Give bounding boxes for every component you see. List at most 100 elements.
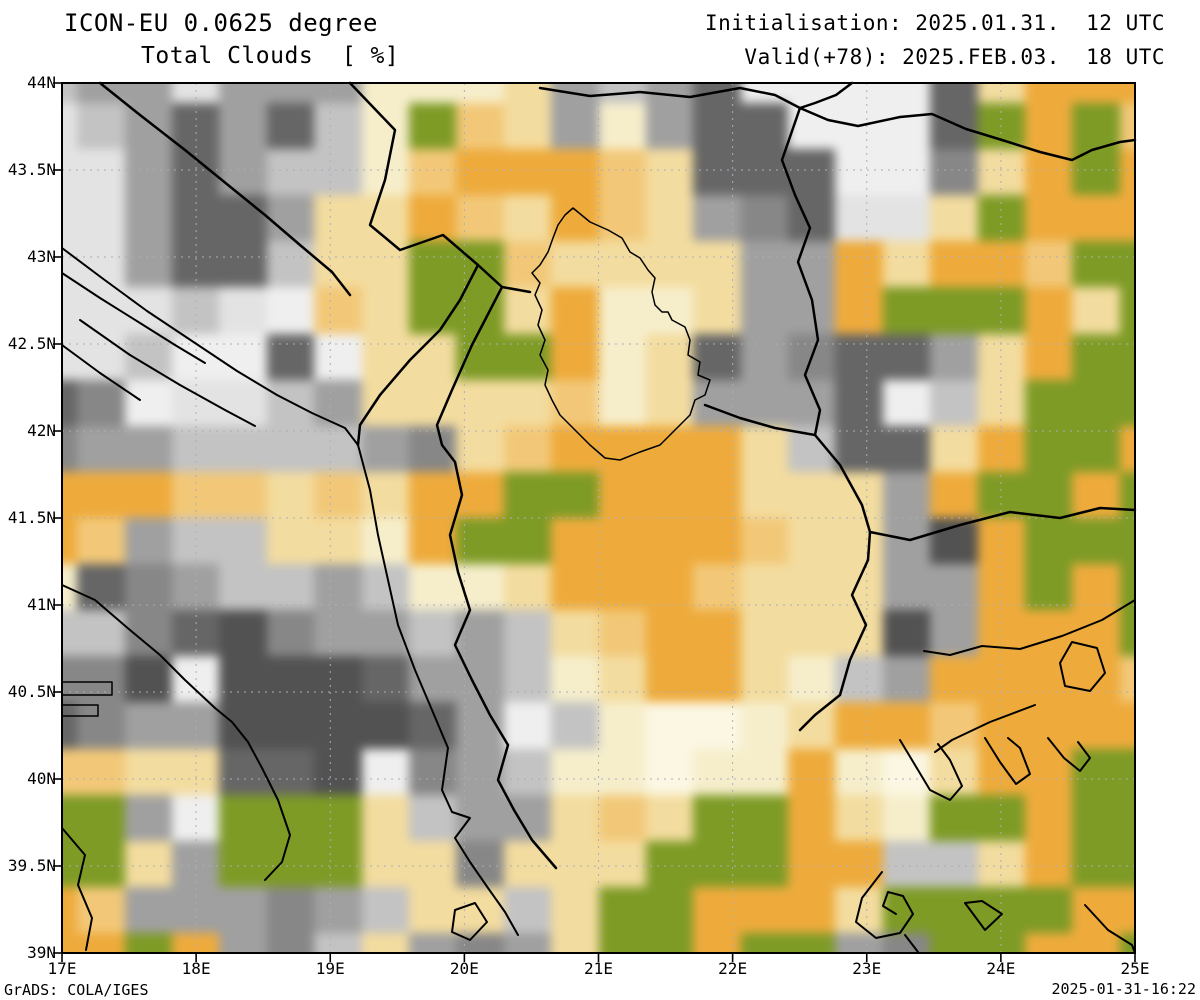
cloud-cell: [62, 748, 78, 795]
cloud-cell: [456, 83, 504, 104]
cloud-cell: [456, 287, 504, 334]
cloud-cell: [124, 932, 172, 953]
cloud-cell: [882, 932, 931, 953]
cloud-cell: [456, 149, 504, 196]
cloud-cell: [77, 425, 125, 472]
cloud-cell: [930, 748, 978, 795]
lon-tick-label: 23E: [852, 959, 882, 978]
cloud-cell: [408, 564, 457, 611]
cloud-cell: [1119, 702, 1135, 749]
cloud-cell: [1119, 610, 1135, 657]
cloud-cell: [930, 149, 978, 196]
cloud-cell: [1025, 471, 1073, 518]
cloud-cell: [930, 656, 978, 703]
cloud-cell: [456, 564, 504, 611]
cloud-cell: [977, 564, 1026, 611]
cloud-cell: [266, 794, 315, 841]
cloud-cell: [62, 702, 78, 749]
cloud-cell: [977, 195, 1026, 242]
cloud-cell: [314, 748, 362, 795]
cloud-cell: [693, 610, 741, 657]
cloud-cell: [77, 241, 125, 288]
cloud-cell: [171, 379, 220, 426]
grads-credit: GrADS: COLA/IGES: [4, 981, 149, 999]
cloud-cell: [835, 103, 883, 150]
cloud-cell: [835, 886, 883, 933]
cloud-cell: [1119, 287, 1135, 334]
cloud-cell: [977, 794, 1026, 841]
lat-tick-label: 41N: [27, 595, 56, 614]
cloud-cell: [219, 518, 267, 565]
cloud-cell: [1072, 379, 1120, 426]
cloud-cell: [62, 840, 78, 887]
cloud-cell: [693, 195, 741, 242]
cloud-cell: [598, 932, 646, 953]
cloud-cell: [408, 287, 457, 334]
cloud-cell: [740, 149, 789, 196]
cloud-cell: [219, 195, 267, 242]
cloud-cell: [1119, 932, 1135, 953]
cloud-cell: [408, 794, 457, 841]
cloud-cell: [456, 103, 504, 150]
cloud-cell: [62, 103, 78, 150]
cloud-cell: [361, 564, 409, 611]
cloud-cell: [930, 564, 978, 611]
cloud-cell: [1025, 287, 1073, 334]
lat-tick-label: 39.5N: [7, 856, 56, 875]
cloud-cell: [171, 932, 220, 953]
cloud-cell: [882, 518, 931, 565]
cloud-cell: [1072, 564, 1120, 611]
cloud-cell: [788, 83, 836, 104]
cloud-cell: [408, 471, 457, 518]
cloud-cell: [835, 794, 883, 841]
cloud-cell: [62, 610, 78, 657]
cloud-cell: [361, 794, 409, 841]
cloud-cell: [551, 886, 599, 933]
cloud-cell: [835, 83, 883, 104]
cloud-cell: [882, 886, 931, 933]
cloud-cell: [835, 610, 883, 657]
cloud-cell: [882, 656, 931, 703]
cloud-cell: [1025, 932, 1073, 953]
cloud-cell: [977, 702, 1026, 749]
cloud-cell: [1072, 702, 1120, 749]
cloud-cell: [171, 748, 220, 795]
cloud-cell: [788, 610, 836, 657]
cloud-cell: [977, 103, 1026, 150]
cloud-cell: [503, 886, 552, 933]
cloud-cell: [882, 195, 931, 242]
cloud-cell: [314, 518, 362, 565]
cloud-cell: [645, 287, 694, 334]
cloud-cell: [1072, 886, 1120, 933]
cloud-cell: [361, 195, 409, 242]
cloud-cell: [930, 333, 978, 380]
cloud-cell: [598, 840, 646, 887]
initialisation-time: Initialisation: 2025.01.31. 12 UTC: [704, 11, 1165, 35]
cloud-cell: [62, 471, 78, 518]
cloud-cell: [835, 702, 883, 749]
cloud-cell: [835, 241, 883, 288]
cloud-cell: [930, 241, 978, 288]
cloud-cell: [361, 241, 409, 288]
cloud-cell: [930, 794, 978, 841]
cloud-cell: [693, 379, 741, 426]
cloud-cell: [124, 840, 172, 887]
cloud-cell: [314, 471, 362, 518]
cloud-cell: [598, 748, 646, 795]
cloud-cell: [171, 241, 220, 288]
cloud-cell: [456, 333, 504, 380]
cloud-cell: [171, 83, 220, 104]
cloud-cell: [124, 83, 172, 104]
cloud-cell: [314, 794, 362, 841]
cloud-cell: [62, 932, 78, 953]
cloud-cell: [408, 241, 457, 288]
lon-tick-label: 20E: [449, 959, 479, 978]
cloud-cell: [1119, 471, 1135, 518]
cloud-cell: [503, 610, 552, 657]
cloud-cell: [1072, 656, 1120, 703]
cloud-cell: [62, 518, 78, 565]
cloud-cell: [1119, 564, 1135, 611]
cloud-cell: [456, 886, 504, 933]
lat-tick-label: 44N: [27, 73, 56, 92]
cloud-cell: [977, 241, 1026, 288]
